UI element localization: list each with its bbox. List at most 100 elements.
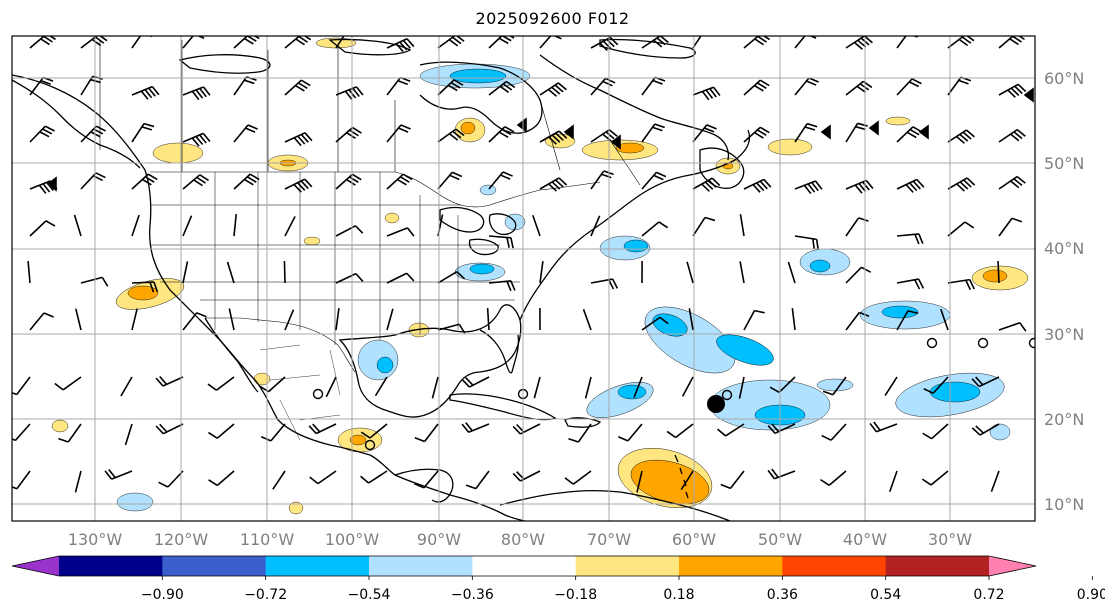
wind-barb (641, 36, 669, 49)
colorbar-ticks: −0.90 −0.72 −0.54 −0.36 −0.18 0.18 0.36 0.54 0.7… (141, 576, 1105, 603)
wind-barb (335, 126, 362, 143)
wind-barb (940, 308, 949, 331)
anomaly-contour-fill (469, 263, 495, 275)
us-canada-border (150, 171, 601, 208)
wind-barb (155, 423, 184, 435)
lat-label: 50°N (1044, 154, 1084, 173)
wind-barb (27, 261, 31, 284)
wind-barb (590, 77, 616, 96)
wind-barb (386, 173, 413, 190)
colorbar-tick-label: −0.18 (554, 587, 597, 603)
colorbar-tick-label: 0.18 (663, 587, 694, 603)
lon-label: 60°W (672, 530, 716, 549)
wind-barb (641, 171, 667, 190)
anomaly-contour-fill (989, 423, 1011, 441)
wind-barb (794, 180, 823, 195)
lon-label: 120°W (154, 530, 209, 549)
wind-barb (124, 423, 133, 446)
anomaly-contour-fill (881, 305, 919, 319)
colorbar-extend-max (989, 556, 1036, 576)
colorbar-tick-label: 0.90 (1077, 587, 1105, 603)
wind-barb (539, 36, 564, 49)
wind-barb (58, 423, 82, 443)
wind-barb (12, 376, 31, 396)
wind-barb (386, 272, 415, 284)
wind-barb (437, 128, 465, 143)
wind-barb (921, 470, 949, 486)
wind-barb (131, 36, 153, 49)
wind-pennant (610, 134, 621, 150)
colorbar-tick-label: −0.72 (244, 587, 287, 603)
wind-barb (692, 177, 721, 192)
wind-barb (386, 308, 394, 331)
wind-barb (794, 122, 818, 143)
wind-barb (590, 36, 619, 52)
wind-barb (80, 276, 109, 287)
wind-barb (486, 307, 490, 331)
wind-barb (769, 376, 796, 393)
wind-barb (791, 308, 796, 331)
lat-label: 20°N (1044, 410, 1084, 429)
lon-label: 30°W (928, 530, 972, 549)
wind-barb (633, 376, 643, 398)
wind-barb (743, 126, 770, 143)
colorbar-segment (679, 556, 783, 576)
calm-marker (1028, 337, 1035, 349)
wind-barb (461, 422, 490, 433)
wind-barb (947, 221, 975, 237)
wind-barb (488, 126, 515, 143)
wind-barb (437, 79, 464, 96)
lon-label: 70°W (587, 530, 631, 549)
wind-barb (284, 216, 296, 237)
anomaly-contour-fill (767, 138, 813, 156)
wind-barb (971, 423, 1000, 436)
colorbar-segment (59, 556, 163, 576)
wind-barb (360, 423, 388, 439)
wind-pennant (820, 124, 831, 140)
wind-barb (131, 173, 158, 190)
wind-barb (120, 376, 133, 397)
wind-barb (74, 470, 82, 493)
lat-label: 40°N (1044, 239, 1084, 258)
wind-barb (767, 468, 796, 480)
wind-barb (437, 36, 465, 49)
map-panel (11, 35, 1036, 522)
colorbar-segment (369, 556, 473, 576)
wind-barb (29, 125, 55, 143)
anomaly-contour-fill (929, 381, 981, 403)
colorbar-tick-label: −0.54 (348, 587, 391, 603)
wind-barb (717, 423, 745, 437)
anomaly-contour-fill (152, 142, 204, 164)
wind-barb (845, 217, 869, 237)
lon-label: 130°W (68, 530, 123, 549)
wind-barb (488, 80, 516, 96)
canadian-arctic-islands (178, 38, 696, 74)
wind-barb (794, 235, 819, 250)
wind-barb (821, 423, 847, 441)
wind-barb (360, 470, 388, 484)
wind-barb (688, 308, 694, 331)
wind-barb (532, 214, 541, 237)
wind-barb (158, 470, 184, 488)
wind-barb (686, 261, 694, 284)
wind-barb (998, 321, 1027, 332)
anomaly-contour-fill (816, 378, 854, 392)
lon-label: 40°W (843, 530, 887, 549)
wind-barb (284, 132, 313, 147)
wind-barb (590, 215, 601, 237)
wind-barb (998, 83, 1027, 98)
wind-barb (923, 376, 949, 394)
wind-barb (584, 376, 592, 399)
wind-barb (437, 323, 466, 334)
wind-barb (233, 214, 238, 237)
anomaly-contour-fill (479, 184, 497, 196)
colorbar-tick-label: −0.90 (141, 587, 184, 603)
wind-barb (414, 423, 439, 443)
wind-barb (155, 375, 184, 387)
storm-center-marker (707, 395, 725, 413)
anomaly-contour-fill (885, 116, 911, 126)
wind-barb (488, 235, 514, 249)
wind-barb (739, 261, 745, 284)
wind-barb (226, 261, 235, 284)
anomaly-contour-fill (809, 259, 831, 273)
